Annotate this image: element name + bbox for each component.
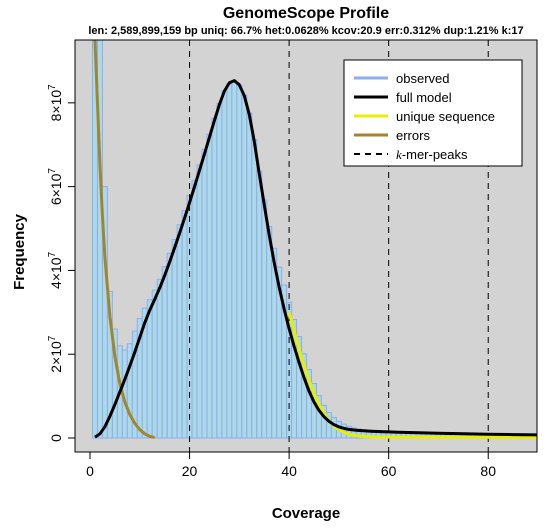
observed-bar xyxy=(206,133,213,439)
legend-label: k-mer-peaks xyxy=(396,147,468,162)
observed-bar xyxy=(166,252,173,439)
observed-bar xyxy=(216,102,223,439)
observed-bar xyxy=(261,199,268,439)
observed-bar xyxy=(236,84,243,439)
y-tick-label: 4×107 xyxy=(47,251,64,289)
observed-bar xyxy=(151,289,158,439)
observed-bar xyxy=(251,139,258,439)
y-axis: 0 2×107 4×107 6×107 8×107 xyxy=(47,84,76,442)
x-tick-label: 40 xyxy=(281,463,297,479)
y-tick-label: 0 xyxy=(48,434,64,442)
observed-bar xyxy=(201,148,208,439)
observed-bar xyxy=(181,210,188,439)
x-tick-label: 0 xyxy=(86,463,94,479)
legend-label: errors xyxy=(396,128,430,143)
legend: observed full model unique sequence errors k… xyxy=(343,59,523,167)
observed-bar xyxy=(246,112,253,439)
observed-bar xyxy=(241,94,248,439)
observed-bar xyxy=(256,170,263,439)
legend-label: full model xyxy=(396,90,452,105)
observed-bar xyxy=(226,83,233,439)
observed-bar xyxy=(156,278,163,439)
x-tick-label: 80 xyxy=(480,463,496,479)
observed-bar xyxy=(161,266,168,439)
observed-bar xyxy=(231,81,238,439)
errors-curve xyxy=(93,40,156,440)
legend-label: unique sequence xyxy=(396,109,495,124)
x-tick-label: 60 xyxy=(381,463,397,479)
y-tick-label: 8×107 xyxy=(47,84,64,122)
y-axis-title: Frequency xyxy=(11,213,28,290)
observed-bar xyxy=(146,299,153,439)
x-axis-title: Coverage xyxy=(272,505,340,522)
legend-label: observed xyxy=(396,71,449,86)
observed-bar xyxy=(266,225,273,439)
x-axis: 0 20 40 60 80 xyxy=(86,451,496,479)
y-tick-label: 2×107 xyxy=(47,335,64,373)
observed-bar xyxy=(211,117,218,439)
full-model-curve xyxy=(94,79,537,439)
observed-bar xyxy=(196,164,203,439)
model-curves xyxy=(93,40,537,440)
observed-bar xyxy=(176,224,183,439)
chart-subtitle: len: 2,589,899,159 bp uniq: 66.7% het:0.… xyxy=(88,25,523,37)
observed-bar xyxy=(221,90,228,439)
observed-bar xyxy=(171,238,178,439)
x-tick-label: 20 xyxy=(182,463,198,479)
observed-bar xyxy=(191,179,198,439)
unique-sequence-curve xyxy=(287,311,537,439)
chart-title: GenomeScope Profile xyxy=(223,5,389,22)
y-tick-label: 6×107 xyxy=(47,168,64,206)
